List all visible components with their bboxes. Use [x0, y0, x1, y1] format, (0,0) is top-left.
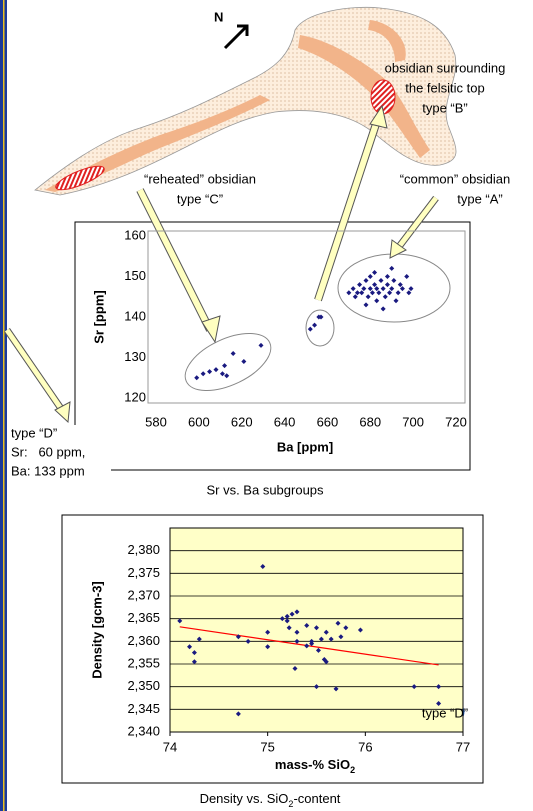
x-axis-title: Ba [ppm] [277, 439, 333, 454]
caption: Sr vs. Ba subgroups [206, 482, 324, 497]
x-tick-label: 720 [445, 414, 467, 429]
y-tick-label: 2,340 [127, 723, 160, 738]
arrow [7, 330, 62, 410]
north-arrow [225, 26, 247, 48]
text-part: mass-% SiO [275, 757, 350, 772]
x-tick-label: 580 [145, 414, 167, 429]
x-tick-label: 660 [317, 414, 339, 429]
x-tick-label: 76 [358, 739, 372, 754]
x-tick-label: 77 [456, 739, 470, 754]
y-tick-label: 2,365 [127, 610, 160, 625]
side-note: Sr: 60 ppm, [11, 444, 85, 459]
figure: N obsidian surrounding the felsitic top … [0, 0, 533, 811]
text-part: Density vs. SiO [200, 791, 289, 806]
x-tick-label: 640 [274, 414, 296, 429]
x-tick-label: 700 [402, 414, 424, 429]
side-note: Ba: 133 ppm [11, 463, 85, 478]
x-tick-label: 620 [231, 414, 253, 429]
y-axis-title: Density [gcm-3] [89, 581, 104, 679]
x-tick-label: 680 [359, 414, 381, 429]
text-part: 2 [350, 765, 355, 775]
x-tick-label: 74 [163, 739, 177, 754]
map-label: obsidian surrounding [385, 60, 506, 75]
side-stripe [3, 0, 5, 811]
y-tick-label: 2,360 [127, 633, 160, 648]
side-note: type “D” [11, 425, 57, 440]
map-label: the felsitic top [405, 80, 485, 95]
x-tick-label: 75 [260, 739, 274, 754]
y-tick-label: 130 [124, 349, 146, 364]
annotation: type “D” [422, 705, 468, 720]
y-tick-label: 2,375 [127, 565, 160, 580]
y-tick-label: 160 [124, 227, 146, 242]
y-tick-label: 2,370 [127, 587, 160, 602]
map-label: type “C” [177, 191, 223, 206]
y-tick-label: 2,345 [127, 701, 160, 716]
caption: Density vs. SiO2-content [200, 791, 341, 809]
y-tick-label: 2,350 [127, 678, 160, 693]
map-label: “common” obsidian [400, 171, 511, 186]
y-tick-label: 120 [124, 389, 146, 404]
y-axis-title: Sr [ppm] [91, 290, 106, 343]
north-label: N [214, 9, 223, 24]
map-label: “reheated” obsidian [144, 171, 256, 186]
x-tick-label: 600 [188, 414, 210, 429]
y-tick-label: 2,355 [127, 655, 160, 670]
map-label: type “B” [422, 100, 468, 115]
text-part: -content [293, 791, 340, 806]
chart-box [75, 222, 470, 470]
y-tick-label: 2,380 [127, 542, 160, 557]
map-label: type “A” [457, 191, 503, 206]
y-tick-label: 150 [124, 268, 146, 283]
y-tick-label: 140 [124, 308, 146, 323]
